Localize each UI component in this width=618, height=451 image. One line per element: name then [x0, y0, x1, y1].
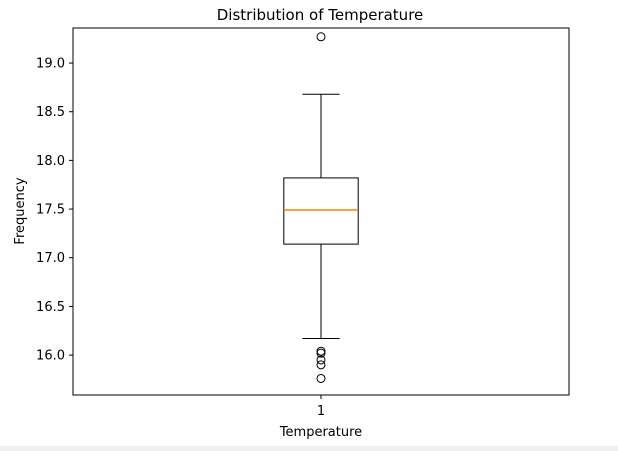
box-group [283, 32, 359, 383]
x-tick-label: 1 [317, 404, 325, 419]
outlier-point [316, 32, 326, 42]
window-bottom-edge [0, 446, 618, 451]
outlier-point [316, 360, 326, 370]
outlier-point [316, 355, 326, 365]
y-tick-label: 19.0 [36, 57, 65, 72]
x-axis: 1 [317, 395, 325, 419]
y-axis: 16.0 16.5 17.0 17.5 18.0 18.5 19.0 [36, 57, 73, 364]
plot-area-frame [72, 27, 570, 396]
box-series [283, 32, 359, 383]
outlier-point [316, 373, 326, 383]
y-tick-label: 16.5 [36, 300, 65, 315]
y-tick-label: 17.0 [36, 251, 65, 266]
outlier-point [316, 348, 326, 358]
y-tick-label: 17.5 [36, 203, 65, 218]
chart-title: Distribution of Temperature [217, 6, 424, 24]
y-tick-label: 16.0 [36, 349, 65, 364]
x-axis-label: Temperature [279, 425, 362, 440]
y-tick-label: 18.0 [36, 154, 65, 169]
outlier-point [316, 346, 326, 356]
y-axis-label: Frequency [13, 177, 28, 244]
interquartile-box [283, 177, 359, 245]
y-tick-label: 18.5 [36, 105, 65, 120]
